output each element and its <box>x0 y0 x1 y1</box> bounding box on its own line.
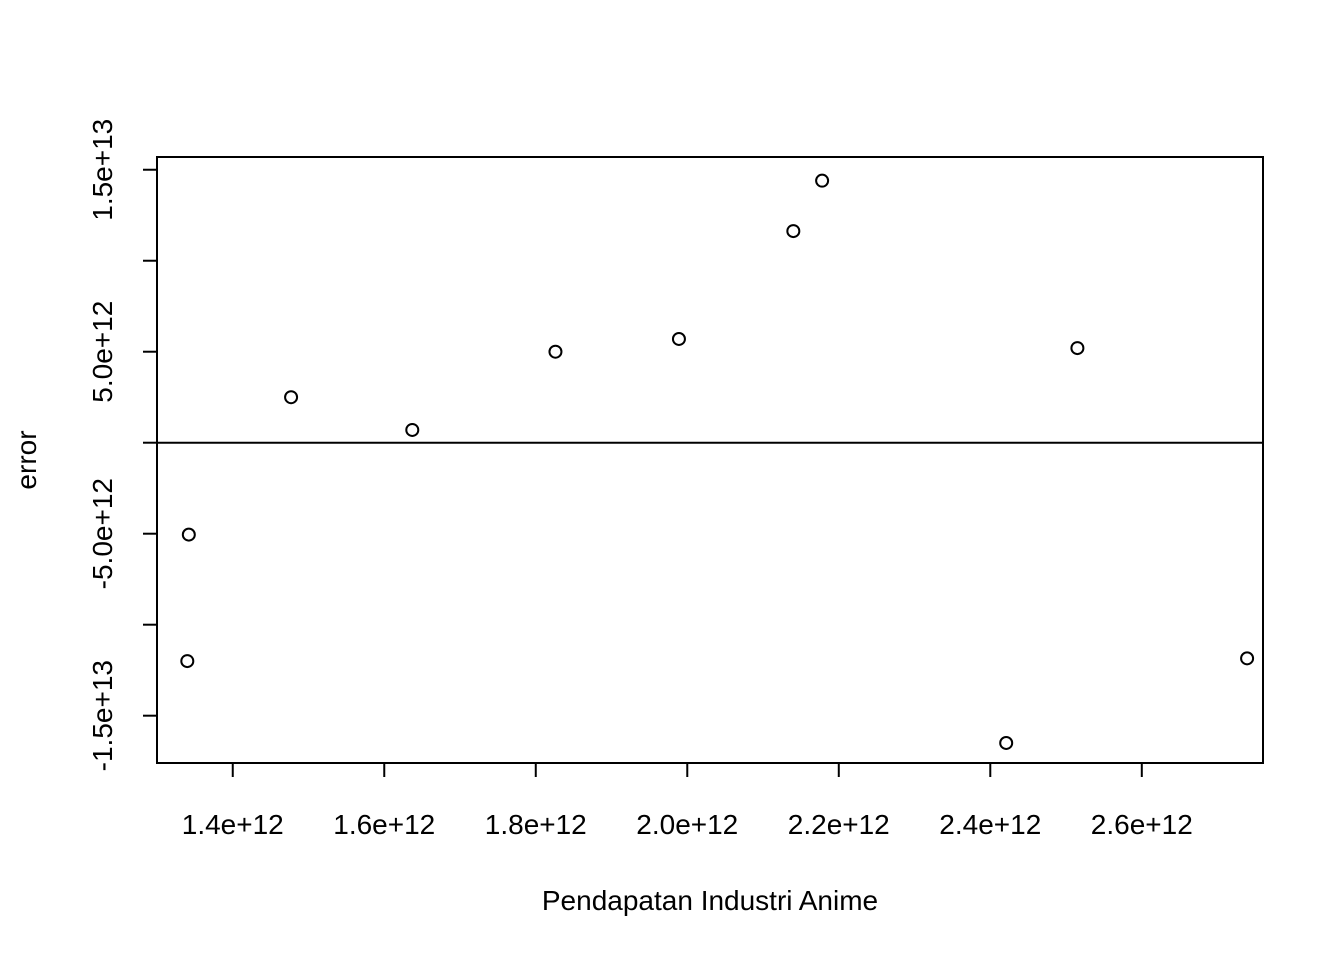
data-point <box>405 422 420 437</box>
data-point <box>1070 341 1085 356</box>
y-tick-label: -1.5e+13 <box>87 660 118 771</box>
y-axis: -1.5e+13 -5.0e+12 5.0e+12 1.5e+13 <box>87 119 158 771</box>
data-point <box>786 224 801 239</box>
x-axis: 1.4e+12 1.6e+12 1.8e+12 2.0e+12 2.2e+12 2.4e+… <box>182 762 1193 840</box>
x-tick-label: 2.2e+12 <box>788 809 890 840</box>
data-point <box>999 735 1014 750</box>
data-point <box>1240 651 1255 666</box>
x-tick-label: 2.0e+12 <box>636 809 738 840</box>
y-axis-label: error <box>11 430 42 489</box>
x-tick-label: 2.4e+12 <box>939 809 1041 840</box>
data-point <box>815 173 830 188</box>
data-point <box>284 390 299 405</box>
y-tick-label: -5.0e+12 <box>87 478 118 589</box>
y-tick-label: 5.0e+12 <box>87 301 118 403</box>
x-tick-label: 2.6e+12 <box>1091 809 1193 840</box>
data-point <box>180 654 195 669</box>
plot-frame <box>156 156 1264 764</box>
x-tick-label: 1.4e+12 <box>182 809 284 840</box>
data-point <box>548 344 563 359</box>
x-tick-label: 1.6e+12 <box>333 809 435 840</box>
data-point <box>181 527 196 542</box>
x-axis-label: Pendapatan Industri Anime <box>542 885 878 916</box>
y-tick-label: 1.5e+13 <box>87 119 118 221</box>
x-tick-label: 1.8e+12 <box>485 809 587 840</box>
data-points <box>180 173 1255 750</box>
data-point <box>671 331 686 346</box>
